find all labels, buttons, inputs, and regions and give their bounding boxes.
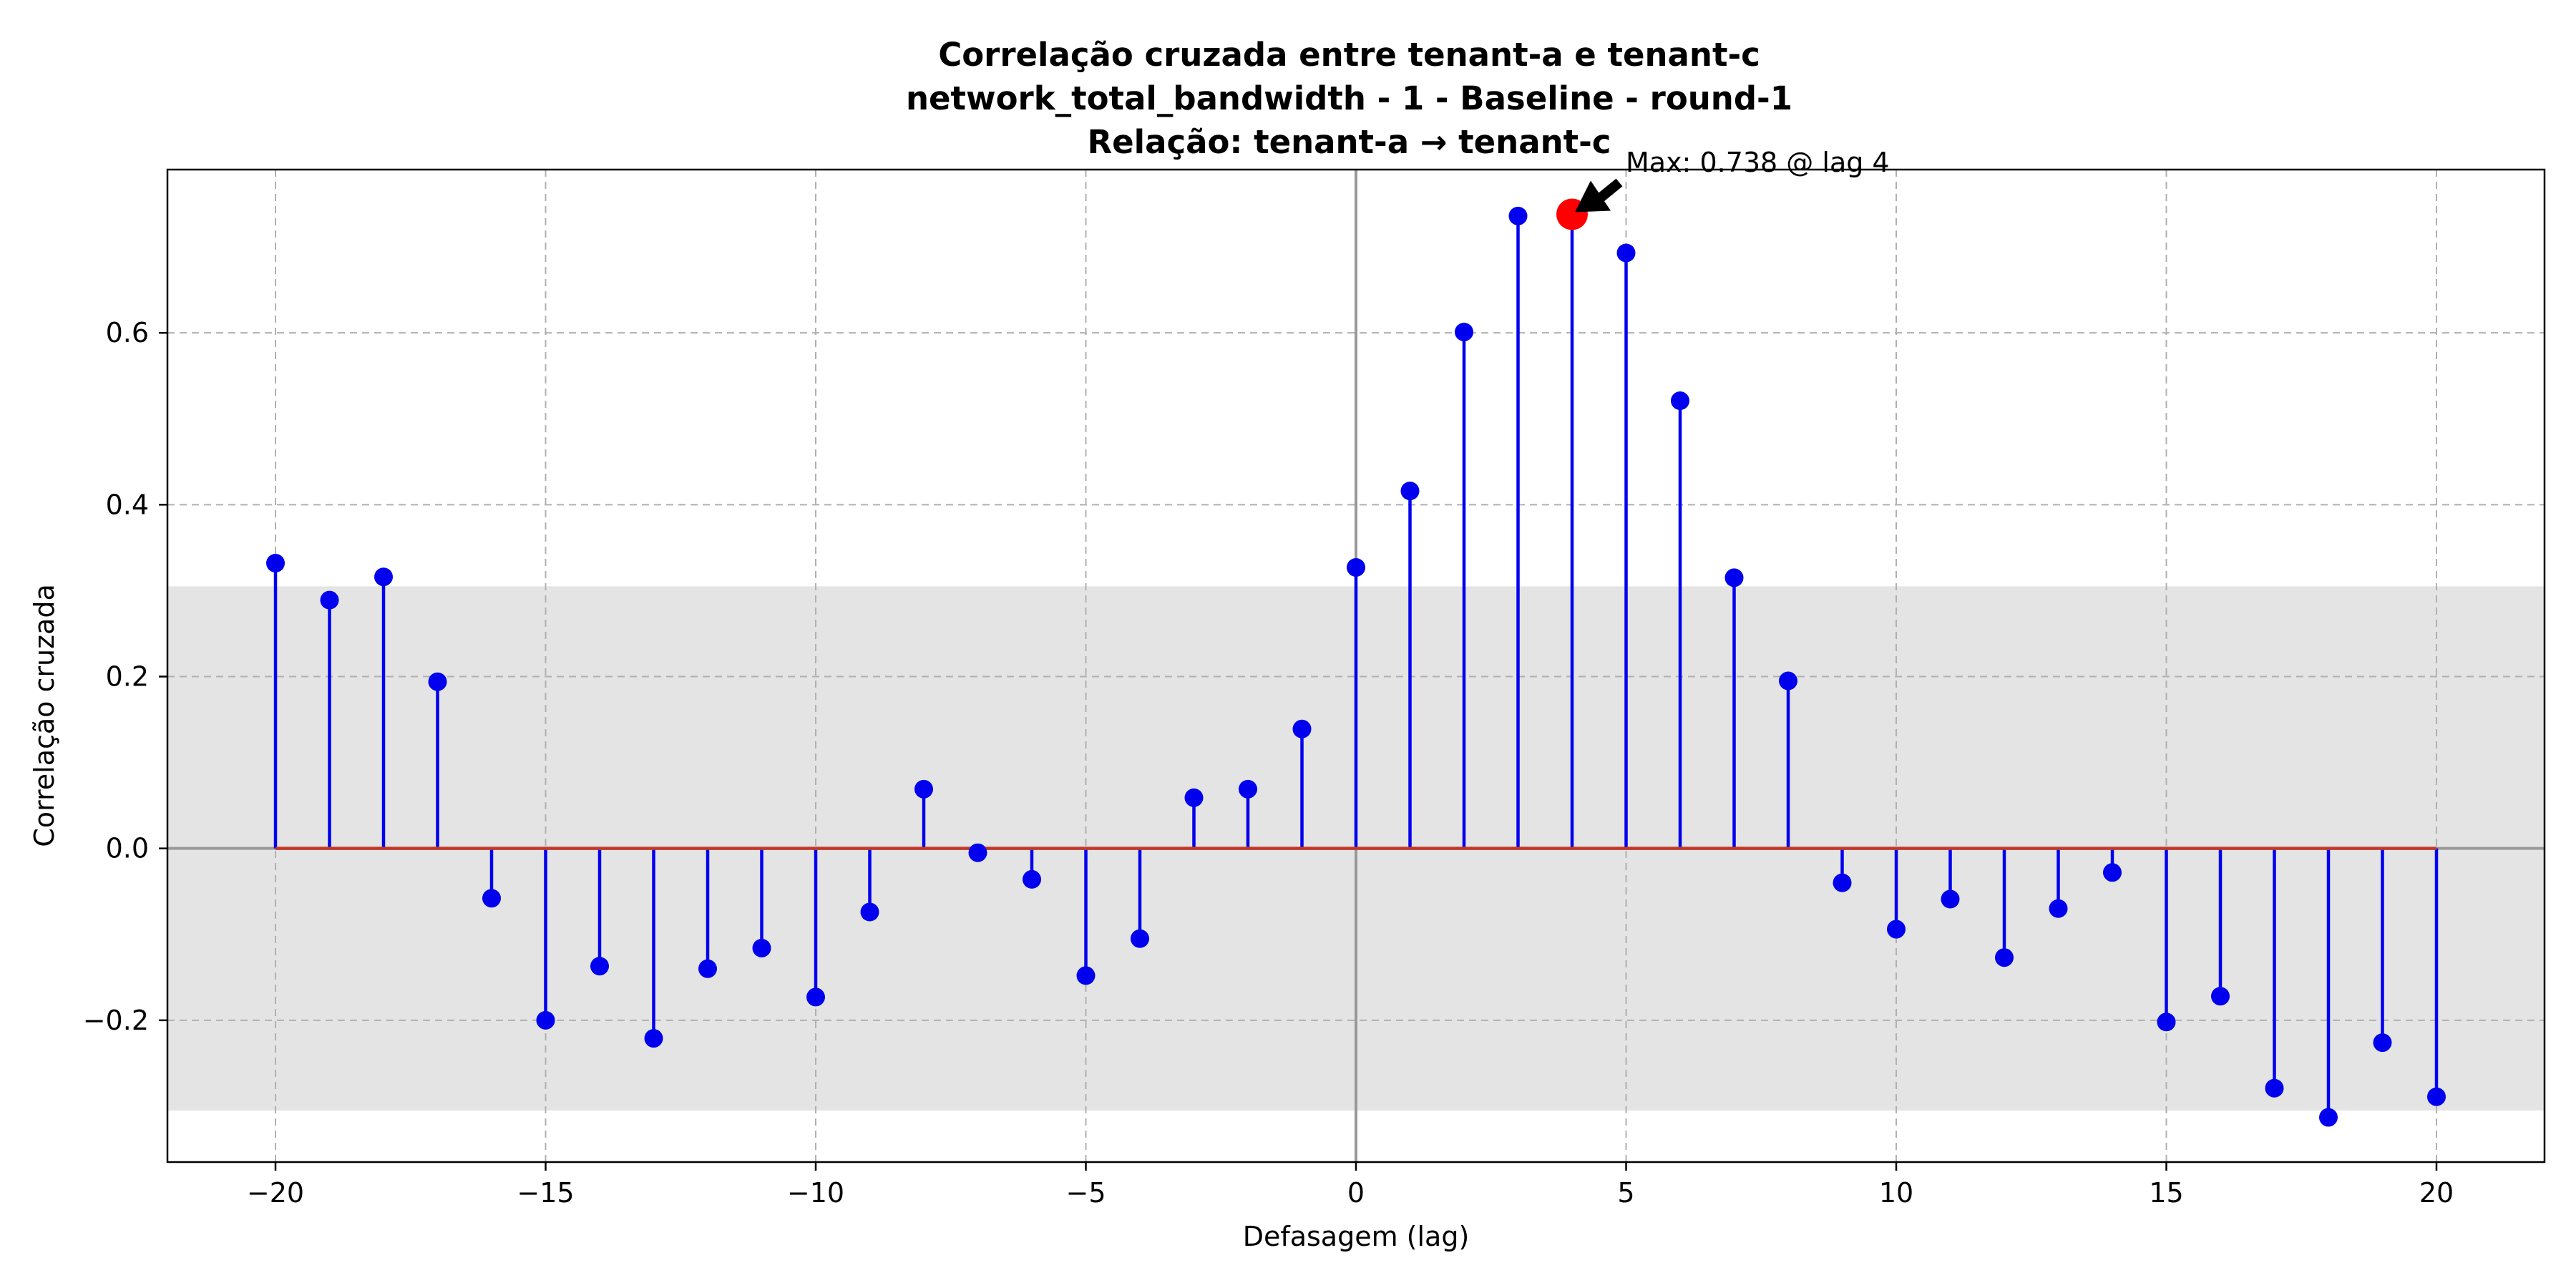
stem-marker xyxy=(374,567,393,587)
chart-title-line-2: network_total_bandwidth - 1 - Baseline -… xyxy=(905,79,1793,117)
stem-marker xyxy=(1724,568,1744,587)
y-tick-label: −0.2 xyxy=(83,1005,149,1036)
stem-marker xyxy=(1833,873,1852,892)
y-axis-label: Correlação cruzada xyxy=(29,584,60,847)
stem-marker xyxy=(536,1010,555,1030)
stem-marker xyxy=(1347,558,1365,577)
stem-marker xyxy=(1292,719,1312,738)
y-tick-label: 0.4 xyxy=(106,489,149,520)
stem-marker xyxy=(2265,1078,2284,1098)
max-annotation: Max: 0.738 @ lag 4 xyxy=(1626,147,1890,178)
stem-marker xyxy=(1239,779,1257,799)
stem-marker xyxy=(1455,322,1473,341)
y-tick-label: 0.2 xyxy=(106,661,149,693)
x-tick-label: 0 xyxy=(1347,1177,1365,1209)
stem-marker xyxy=(482,889,501,908)
stem-marker xyxy=(1184,788,1204,807)
stem-marker xyxy=(644,1029,663,1048)
chart-title-line-1: Correlação cruzada entre tenant-a e tena… xyxy=(938,36,1760,74)
stem-marker xyxy=(1995,948,2014,967)
stem-marker xyxy=(2157,1013,2176,1032)
stem-marker xyxy=(698,959,717,978)
x-tick-label: 20 xyxy=(2419,1177,2454,1209)
stem-marker xyxy=(1779,671,1797,691)
chart-title: Correlação cruzada entre tenant-a e tena… xyxy=(0,33,2576,164)
stem-marker xyxy=(2319,1108,2338,1127)
stem-marker xyxy=(590,957,609,976)
stem-marker xyxy=(320,590,339,610)
stem-marker xyxy=(1076,966,1096,985)
stem-marker xyxy=(1941,889,1960,909)
x-tick-label: 15 xyxy=(2149,1177,2183,1209)
stem-marker xyxy=(2103,863,2122,882)
annotation-arrow-head xyxy=(1575,180,1611,213)
stem-marker xyxy=(1400,482,1420,501)
stem-marker xyxy=(428,672,447,691)
chart-title-line-3: Relação: tenant-a → tenant-c xyxy=(1087,123,1611,161)
stem-marker xyxy=(1887,919,1906,939)
stem-marker xyxy=(2373,1033,2392,1053)
stem-marker xyxy=(1023,869,1041,889)
x-axis-label: Defasagem (lag) xyxy=(1242,1221,1470,1252)
stem-marker xyxy=(914,779,933,799)
x-tick-label: −15 xyxy=(517,1177,574,1209)
stem-marker xyxy=(1131,929,1149,948)
stem-marker xyxy=(968,843,987,862)
stem-marker xyxy=(2211,987,2230,1006)
stem-marker xyxy=(1508,206,1528,225)
y-tick-label: 0.0 xyxy=(106,833,149,864)
stem-marker xyxy=(860,902,879,922)
y-tick-label: 0.6 xyxy=(106,317,149,348)
x-tick-label: 10 xyxy=(1879,1177,1913,1209)
stem-marker xyxy=(2049,899,2068,918)
x-tick-label: −20 xyxy=(247,1177,304,1209)
stem-marker xyxy=(1671,391,1689,411)
stem-marker xyxy=(752,938,771,957)
stem-marker xyxy=(806,987,825,1007)
stem-marker xyxy=(2427,1087,2446,1106)
x-tick-label: 5 xyxy=(1617,1177,1634,1209)
stem-marker xyxy=(266,553,285,572)
x-tick-label: −10 xyxy=(787,1177,844,1209)
stem-marker xyxy=(1616,243,1636,263)
x-tick-label: −5 xyxy=(1065,1177,1106,1209)
